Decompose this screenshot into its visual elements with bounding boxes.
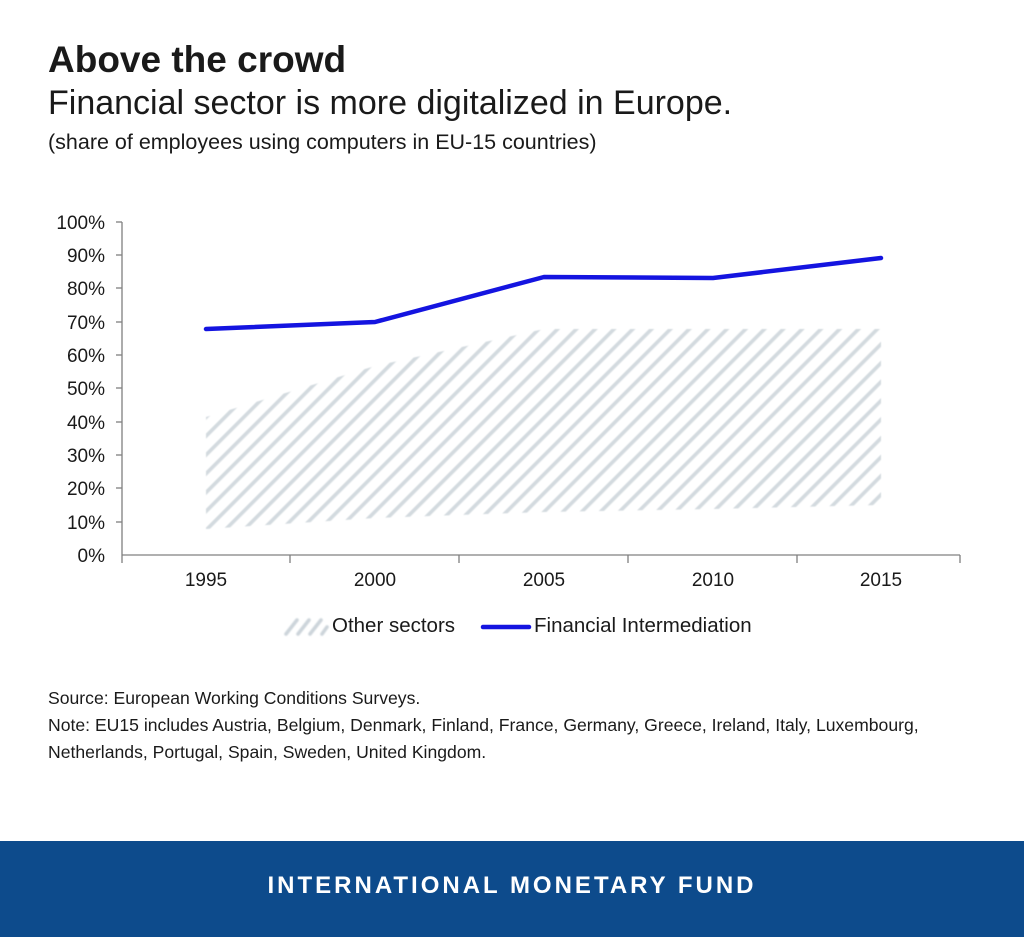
svg-text:Note: EU15 includes Austria, B: Note: EU15 includes Austria, Belgium, De… xyxy=(48,715,919,735)
svg-text:60%: 60% xyxy=(67,346,105,367)
svg-text:2000: 2000 xyxy=(354,570,396,591)
svg-text:Netherlands, Portugal, Spain,: Netherlands, Portugal, Spain, Sweden, Un… xyxy=(48,742,486,762)
svg-text:80%: 80% xyxy=(67,279,105,300)
svg-text:Source: European Working Condi: Source: European Working Conditions Surv… xyxy=(48,688,420,708)
svg-text:0%: 0% xyxy=(78,546,106,567)
svg-text:30%: 30% xyxy=(67,446,105,467)
svg-text:50%: 50% xyxy=(67,379,105,400)
svg-text:1995: 1995 xyxy=(185,570,227,591)
svg-text:100%: 100% xyxy=(56,213,105,234)
svg-text:INTERNATIONAL MONETARY FUND: INTERNATIONAL MONETARY FUND xyxy=(268,872,757,899)
svg-text:2005: 2005 xyxy=(523,570,565,591)
svg-text:Financial Intermediation: Financial Intermediation xyxy=(534,614,752,637)
svg-text:2010: 2010 xyxy=(692,570,734,591)
svg-text:Other sectors: Other sectors xyxy=(332,614,455,637)
svg-text:10%: 10% xyxy=(67,513,105,534)
svg-text:20%: 20% xyxy=(67,479,105,500)
svg-text:40%: 40% xyxy=(67,413,105,434)
svg-text:70%: 70% xyxy=(67,313,105,334)
svg-text:90%: 90% xyxy=(67,246,105,267)
svg-text:2015: 2015 xyxy=(860,570,902,591)
